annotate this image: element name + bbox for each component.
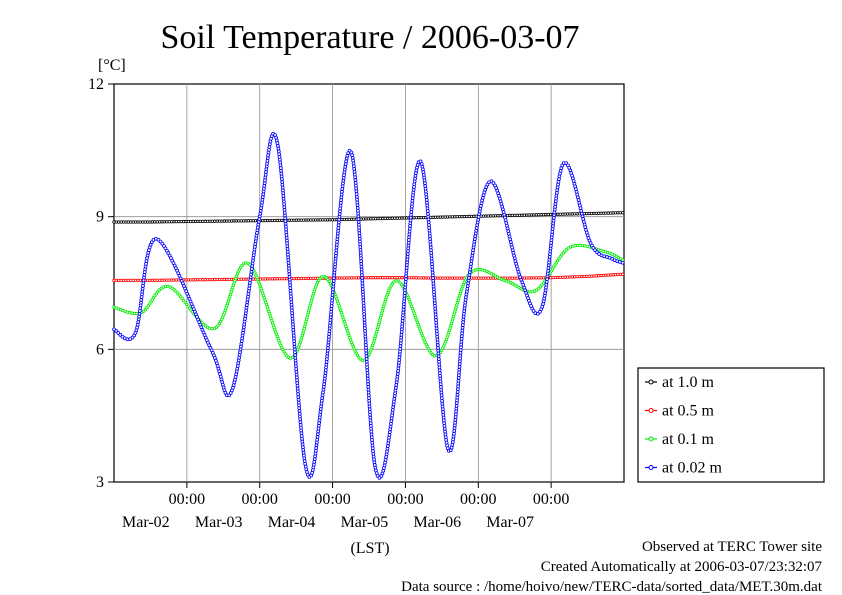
x-tick-time-label: 00:00 (241, 491, 277, 508)
chart-title: Soil Temperature / 2006-03-07 (160, 19, 579, 56)
y-tick-label: 3 (96, 474, 104, 491)
y-tick-label: 9 (96, 209, 104, 226)
x-tick-time-label: 00:00 (169, 491, 205, 508)
legend-marker (648, 465, 654, 470)
legend-item: at 0.1 m (645, 431, 715, 448)
observation-note: Observed at TERC Tower site (642, 539, 822, 555)
legend-marker (648, 408, 654, 413)
y-tick-label: 6 (96, 341, 104, 358)
y-tick-label: 12 (88, 76, 104, 93)
legend-label: at 1.0 m (662, 374, 715, 391)
y-axis-label: [°C] (98, 57, 126, 74)
legend-label: at 0.1 m (662, 431, 715, 448)
axes: 3 6 9 12 00:00 Mar-02 00:00 Mar-03 00:00 Mar-04 00… (88, 76, 569, 531)
x-tick-time-label: 00:00 (387, 491, 423, 508)
created-note: Created Automatically at 2006-03-07/23:3… (541, 559, 823, 575)
legend-item: at 0.5 m (645, 403, 715, 420)
x-tick-date-label: Mar-07 (486, 514, 534, 531)
data-source-note: Data source : /home/hoivo/new/TERC-data/… (401, 579, 823, 595)
x-tick-time-label: 00:00 (533, 491, 569, 508)
x-tick-date-label: Mar-05 (341, 514, 389, 531)
x-axis-label: (LST) (350, 540, 389, 557)
x-tick-date-label: Mar-03 (195, 514, 243, 531)
x-tick-date-label: Mar-06 (413, 514, 461, 531)
series-layer (112, 131, 625, 480)
legend-box (637, 367, 825, 483)
x-tick-date-label: Mar-04 (268, 514, 316, 531)
footer-notes: Observed at TERC Tower site Created Auto… (401, 539, 823, 595)
x-tick-time-label: 00:00 (460, 491, 496, 508)
legend-items: at 1.0 m at 0.5 m at 0.1 m at 0.02 m (645, 374, 723, 477)
legend: at 1.0 m at 0.5 m at 0.1 m at 0.02 m (637, 367, 825, 483)
x-tick-date-label: Mar-02 (122, 514, 170, 531)
x-tick-time-label: 00:00 (314, 491, 350, 508)
legend-label: at 0.02 m (662, 460, 723, 477)
series-point (621, 272, 625, 276)
legend-marker (648, 379, 654, 385)
series-point (621, 211, 625, 215)
legend-marker (648, 436, 654, 442)
legend-item: at 1.0 m (645, 374, 715, 391)
legend-item: at 0.02 m (645, 460, 723, 477)
legend-label: at 0.5 m (662, 403, 715, 420)
series-point (620, 260, 625, 265)
